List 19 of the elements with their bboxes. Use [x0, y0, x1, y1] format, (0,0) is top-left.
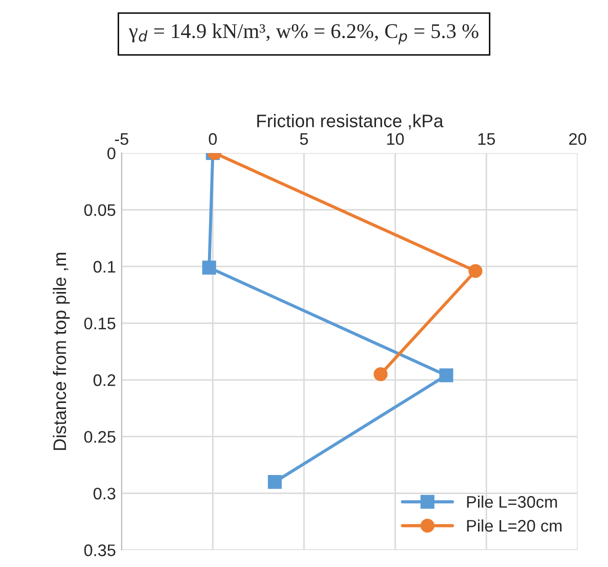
- x-tick-label: 0: [208, 133, 217, 145]
- x-tick-label: -5: [114, 133, 128, 145]
- x-axis-title: Friction resistance ,kPa: [257, 114, 444, 130]
- legend-label: Pile L=30cm: [467, 496, 557, 508]
- y-tick-label: 0.05: [84, 204, 116, 216]
- y-tick-label: 0.2: [94, 374, 116, 386]
- y-tick-label: 0.3: [94, 488, 116, 500]
- y-tick-label: 0: [107, 147, 116, 160]
- y-tick-label: 0.1: [94, 260, 116, 273]
- chart-title: γ$_{d}$ = 14.9 kN/m³, w% = 6.2%, C$_{p}$ = 5.3 %: [128, 24, 478, 44]
- legend-label: Pile L=20 cm: [467, 519, 562, 532]
- y-tick-label: 0.35: [84, 544, 116, 556]
- x-tick-label: 5: [300, 133, 308, 145]
- y-tick-label: 0.15: [84, 318, 116, 330]
- y-axis-title: Distance from top pile ,m: [52, 252, 70, 450]
- x-tick-label: 15: [478, 133, 495, 145]
- x-tick-label: 10: [387, 133, 404, 145]
- x-tick-label: 20: [569, 133, 586, 145]
- y-tick-label: 0.25: [84, 430, 116, 443]
